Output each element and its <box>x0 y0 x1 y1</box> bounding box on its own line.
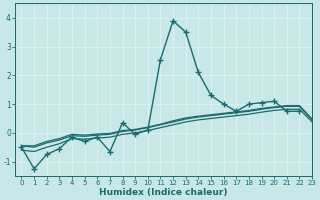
X-axis label: Humidex (Indice chaleur): Humidex (Indice chaleur) <box>100 188 228 197</box>
